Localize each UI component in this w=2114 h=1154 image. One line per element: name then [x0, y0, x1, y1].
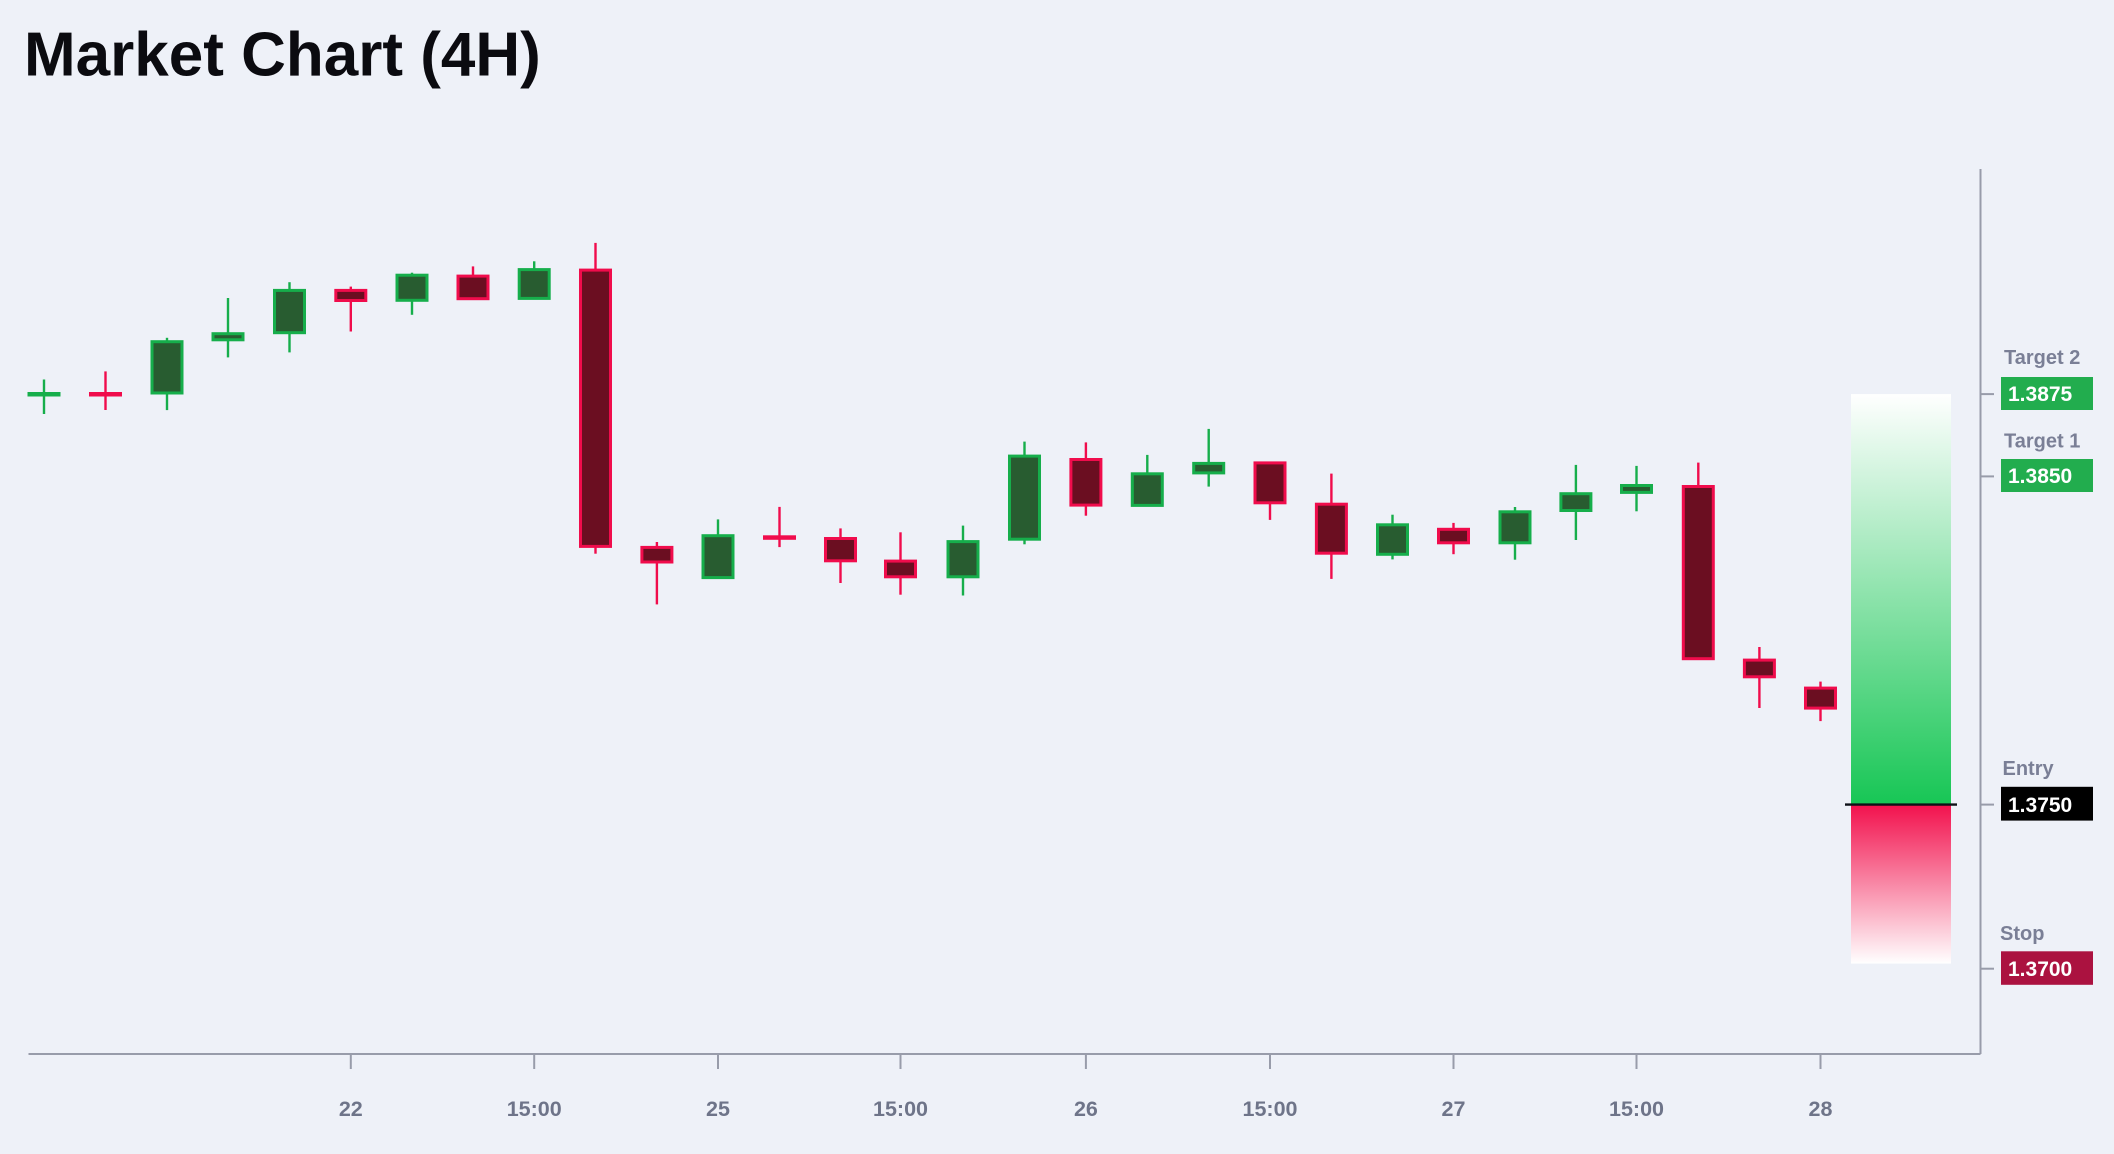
svg-text:22: 22: [339, 1097, 363, 1121]
svg-text:Entry: Entry: [2003, 758, 2055, 780]
svg-text:15:00: 15:00: [1609, 1097, 1664, 1121]
svg-text:1.3875: 1.3875: [2008, 383, 2073, 406]
svg-text:15:00: 15:00: [873, 1097, 928, 1121]
svg-text:1.3750: 1.3750: [2008, 794, 2072, 817]
svg-text:1.3700: 1.3700: [2008, 958, 2072, 981]
svg-text:28: 28: [1809, 1097, 1833, 1121]
svg-text:27: 27: [1442, 1097, 1466, 1121]
svg-text:15:00: 15:00: [1243, 1097, 1298, 1121]
svg-text:Target 1: Target 1: [2004, 431, 2080, 453]
svg-text:Market Chart (4H): Market Chart (4H): [24, 21, 541, 90]
svg-text:26: 26: [1074, 1097, 1098, 1121]
svg-text:25: 25: [706, 1097, 730, 1121]
svg-text:Target 2: Target 2: [2004, 347, 2080, 369]
svg-text:Stop: Stop: [2000, 923, 2044, 945]
svg-text:15:00: 15:00: [507, 1097, 562, 1121]
svg-text:1.3850: 1.3850: [2008, 465, 2072, 488]
